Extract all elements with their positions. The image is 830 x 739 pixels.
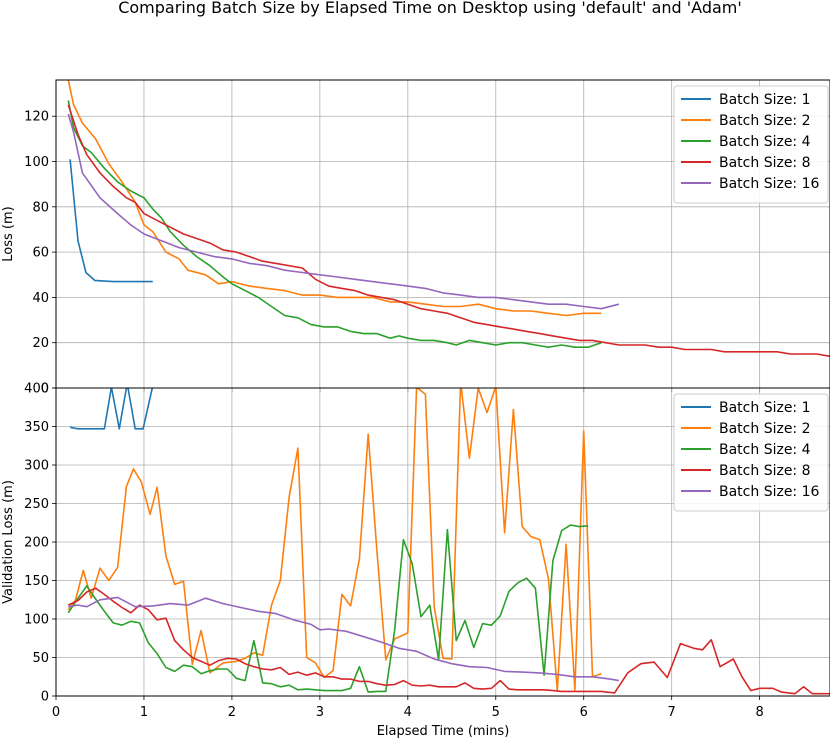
loss-series-layer [67, 80, 830, 358]
loss-legend-label: Batch Size: 2 [719, 113, 811, 129]
val-loss-y-tick-label: 50 [32, 651, 49, 666]
loss-y-tick-label: 80 [32, 200, 49, 215]
val-loss-series-batch-size-8 [67, 587, 830, 695]
val-loss-y-tick-label: 400 [24, 382, 49, 397]
loss-series-batch-size-1 [69, 159, 153, 283]
val-loss-series-layer [67, 388, 830, 695]
val-loss-y-tick-label: 0 [41, 690, 49, 705]
val-loss-series-batch-size-1 [69, 388, 154, 430]
val-loss-x-tick-label: 5 [492, 705, 500, 720]
loss-series-batch-size-4 [67, 100, 602, 349]
loss-legend-box [673, 85, 829, 204]
loss-y-tick-label: 60 [32, 246, 49, 261]
val-loss-y-tick-label: 300 [24, 459, 49, 474]
loss-legend-label: Batch Size: 4 [719, 134, 811, 150]
loss-y-tick-label: 40 [32, 291, 49, 306]
loss-y-ticks: 0 20 40 60 80 100 120 [24, 110, 56, 397]
val-loss-legend-label: Batch Size: 1 [719, 400, 811, 416]
val-loss-x-tick-label: 4 [404, 705, 412, 720]
val-loss-panel: 0 50 100 150 200 250 300 350 400 0 1 2 3 4 5 6 7 8 Valid… [1, 382, 830, 739]
val-loss-y-axis-label: Validation Loss (m) [1, 480, 16, 604]
val-loss-x-tick-label: 6 [580, 705, 588, 720]
val-loss-y-ticks: 0 50 100 150 200 250 300 350 400 [24, 382, 56, 705]
val-loss-y-tick-label: 350 [24, 420, 49, 435]
loss-y-tick-label: 100 [24, 155, 49, 170]
loss-y-tick-label: 0 [41, 382, 49, 397]
val-loss-x-tick-label: 3 [316, 705, 324, 720]
val-loss-x-tick-label: 2 [228, 705, 236, 720]
val-loss-y-tick-label: 200 [24, 536, 49, 551]
val-loss-x-tick-label: 1 [140, 705, 148, 720]
loss-legend: Batch Size: 1 Batch Size: 2 Batch Size: 4 B… [673, 85, 829, 204]
val-loss-y-tick-label: 100 [24, 613, 49, 628]
val-loss-legend-label: Batch Size: 8 [719, 463, 811, 479]
val-loss-x-tick-label: 0 [52, 705, 60, 720]
val-loss-legend-label: Batch Size: 2 [719, 421, 811, 437]
val-loss-legend-box [673, 393, 829, 512]
loss-series-batch-size-8 [67, 104, 830, 358]
val-loss-series-batch-size-16 [68, 596, 620, 682]
loss-y-tick-label: 20 [32, 336, 49, 351]
loss-series-batch-size-2 [67, 80, 602, 317]
val-loss-x-ticks: 0 1 2 3 4 5 6 7 8 [52, 696, 764, 720]
val-loss-y-tick-label: 150 [24, 574, 49, 589]
val-loss-legend-label: Batch Size: 4 [719, 442, 811, 458]
x-axis-label: Elapsed Time (mins) [377, 724, 510, 739]
figure-title: Comparing Batch Size by Elapsed Time on … [118, 0, 742, 17]
val-loss-legend: Batch Size: 1 Batch Size: 2 Batch Size: 4 B… [673, 393, 829, 512]
loss-legend-label: Batch Size: 16 [719, 176, 820, 192]
val-loss-x-tick-label: 8 [755, 705, 763, 720]
loss-y-tick-label: 120 [24, 110, 49, 125]
loss-legend-label: Batch Size: 8 [719, 155, 811, 171]
val-loss-series-batch-size-4 [67, 524, 589, 693]
loss-y-axis-label: Loss (m) [1, 206, 16, 261]
val-loss-legend-label: Batch Size: 16 [719, 484, 820, 500]
loss-series-batch-size-16 [67, 113, 620, 310]
loss-legend-label: Batch Size: 1 [719, 92, 811, 108]
val-loss-series-batch-size-2 [67, 388, 602, 692]
val-loss-y-tick-label: 250 [24, 497, 49, 512]
val-loss-x-tick-label: 7 [668, 705, 676, 720]
